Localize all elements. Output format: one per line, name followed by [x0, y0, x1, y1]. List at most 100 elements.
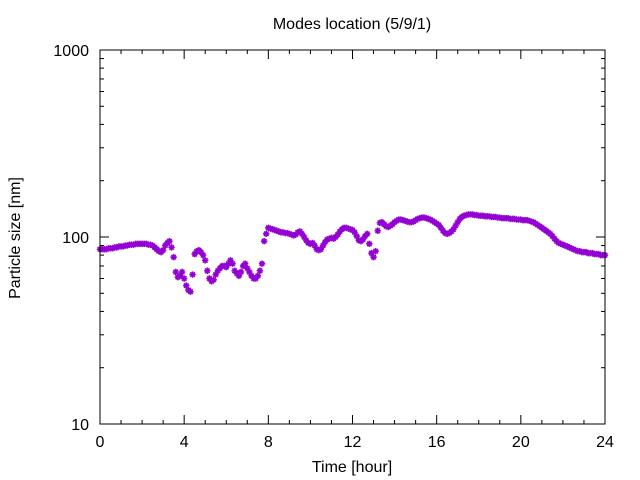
- x-axis-label: Time [hour]: [312, 459, 392, 476]
- data-point: [303, 237, 310, 244]
- data-point: [351, 229, 358, 236]
- data-point: [437, 224, 445, 231]
- data-point: [563, 243, 571, 250]
- data-point: [235, 272, 243, 280]
- y-tick-label: 10: [71, 417, 89, 434]
- data-point: [366, 240, 373, 247]
- data-point: [225, 260, 232, 267]
- data-point: [241, 260, 249, 267]
- data-point: [372, 247, 379, 255]
- data-point: [319, 242, 327, 249]
- data-point: [191, 250, 198, 258]
- data-point: [256, 267, 264, 274]
- data-point: [570, 246, 577, 253]
- data-point: [315, 247, 323, 254]
- data-point: [172, 268, 179, 276]
- data-point: [311, 242, 318, 249]
- data-point: [233, 270, 240, 277]
- data-point: [187, 288, 194, 295]
- data-point: [254, 272, 262, 280]
- y-tick-label: 100: [62, 230, 89, 247]
- data-point: [223, 263, 230, 271]
- data-point: [326, 235, 333, 242]
- data-point: [328, 234, 335, 242]
- data-point: [189, 271, 196, 278]
- data-point: [244, 265, 251, 272]
- data-point: [159, 247, 167, 254]
- data-point: [113, 244, 121, 251]
- data-point: [176, 272, 184, 280]
- data-point: [334, 231, 341, 238]
- data-point: [324, 236, 331, 243]
- data-point: [162, 242, 169, 249]
- data-point: [109, 245, 116, 252]
- data-point: [298, 230, 306, 238]
- data-point: [370, 253, 377, 261]
- y-axis-label: Particle size [nm]: [7, 177, 24, 299]
- chart-title: Modes location (5/9/1): [273, 16, 431, 33]
- data-point: [355, 237, 363, 244]
- data-point: [452, 222, 459, 229]
- data-point: [307, 240, 314, 247]
- data-point: [237, 268, 245, 276]
- data-point: [263, 230, 270, 238]
- data-point: [229, 260, 236, 267]
- x-tick-label: 16: [428, 434, 446, 451]
- plot-frame: [99, 49, 606, 425]
- data-point: [143, 240, 150, 247]
- data-point: [260, 237, 268, 245]
- data-point: [555, 239, 562, 247]
- data-point: [258, 260, 266, 267]
- data-point: [317, 246, 325, 253]
- data-point: [353, 232, 360, 240]
- data-point: [193, 247, 200, 255]
- axis-ticks: 0 4 8 12 16 20 24 10 100 1000: [53, 43, 614, 451]
- data-point: [248, 272, 255, 280]
- x-tick-label: 24: [596, 434, 614, 451]
- data-point: [210, 276, 217, 284]
- data-point: [300, 233, 308, 241]
- x-tick-label: 0: [96, 434, 105, 451]
- data-point: [572, 247, 579, 254]
- x-tick-label: 12: [344, 434, 362, 451]
- data-point: [364, 230, 371, 238]
- data-point: [374, 227, 381, 234]
- data-point: [551, 235, 558, 242]
- x-tick-label: 4: [180, 434, 189, 451]
- data-point: [130, 241, 137, 248]
- data-point: [549, 232, 556, 240]
- data-point: [147, 241, 154, 248]
- data-point: [170, 253, 177, 261]
- data-point: [197, 248, 205, 256]
- data-point: [119, 243, 127, 250]
- data-point: [454, 218, 461, 226]
- data-points: [96, 211, 609, 295]
- data-point: [435, 221, 442, 229]
- data-point: [313, 246, 320, 253]
- data-point: [204, 267, 211, 274]
- data-point: [178, 268, 186, 276]
- data-point: [568, 245, 575, 252]
- data-point: [166, 237, 173, 245]
- data-point: [450, 226, 457, 233]
- data-point: [246, 268, 253, 276]
- data-point: [212, 271, 219, 278]
- data-point: [183, 282, 190, 289]
- data-point: [180, 275, 188, 282]
- data-point: [103, 246, 110, 253]
- y-tick-label: 1000: [53, 43, 89, 60]
- data-point: [321, 238, 329, 246]
- data-point: [559, 241, 567, 248]
- data-point: [359, 236, 367, 243]
- data-point: [231, 267, 238, 274]
- x-tick-label: 8: [264, 434, 273, 451]
- data-point: [124, 242, 131, 249]
- data-point: [557, 240, 565, 247]
- data-point: [305, 239, 312, 247]
- data-point: [206, 275, 213, 282]
- data-point: [368, 249, 375, 257]
- data-point: [561, 242, 569, 249]
- data-point: [202, 257, 209, 264]
- data-point: [168, 244, 175, 251]
